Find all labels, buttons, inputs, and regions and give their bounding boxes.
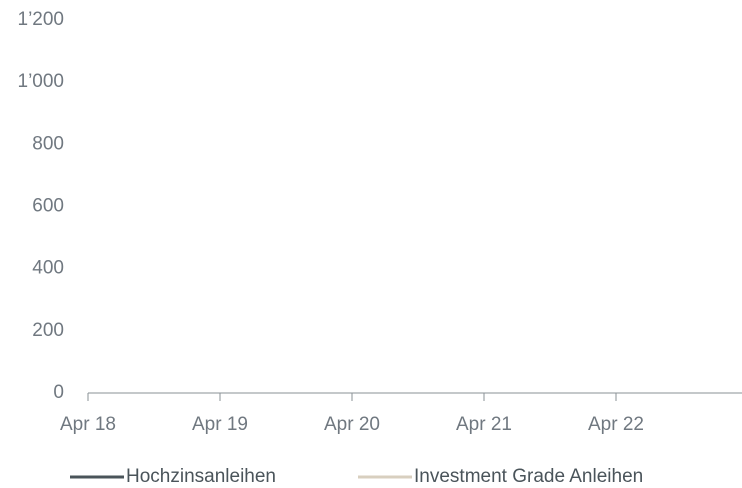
y-tick-label: 1’000 [18, 71, 65, 92]
y-tick-label: 1’200 [18, 9, 65, 30]
y-tick-label: 0 [53, 382, 64, 403]
y-tick-label: 200 [32, 320, 64, 341]
legend-label: Investment Grade Anleihen [414, 466, 643, 487]
x-tick-label: Apr 21 [456, 414, 512, 435]
y-tick-label: 800 [32, 133, 64, 154]
x-tick-label: Apr 18 [60, 414, 116, 435]
x-tick-label: Apr 22 [588, 414, 644, 435]
x-tick-label: Apr 20 [324, 414, 380, 435]
x-tick-label: Apr 19 [192, 414, 248, 435]
y-tick-label: 600 [32, 196, 64, 217]
y-tick-label: 400 [32, 258, 64, 279]
legend-label: Hochzinsanleihen [126, 466, 276, 487]
